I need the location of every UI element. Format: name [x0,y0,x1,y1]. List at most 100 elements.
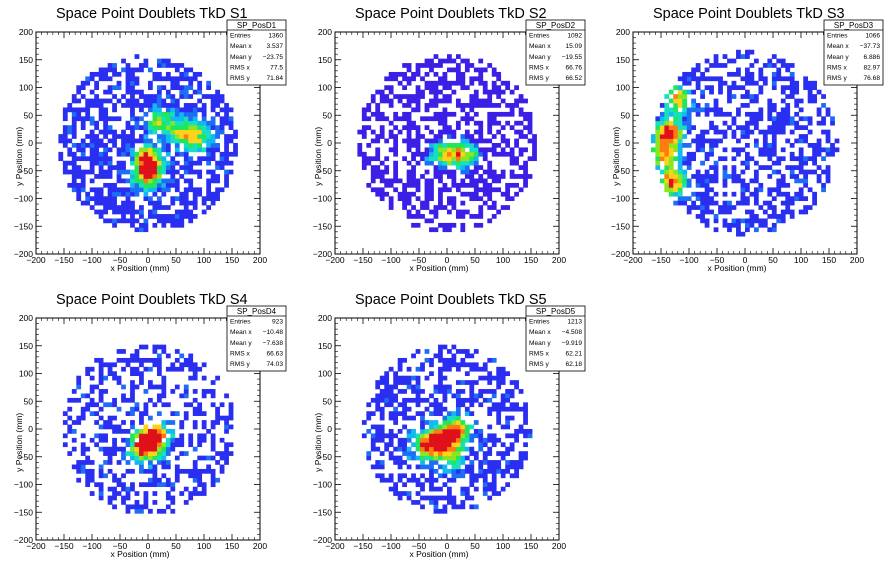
heatmap-bin [478,209,484,215]
heatmap-bin [210,178,216,184]
heatmap-bin [771,76,777,82]
heatmap-bin [700,209,705,215]
heatmap-bin [183,362,189,368]
heatmap-bin [794,178,800,184]
heatmap-bin [505,468,511,474]
heatmap-bin [192,468,198,474]
heatmap-bin [491,402,497,408]
heatmap-bin [700,174,705,179]
heatmap-bin [695,147,701,153]
heatmap-bin [803,174,809,179]
heatmap-bin [411,94,416,99]
heatmap-bin [695,63,701,68]
stats-label: Mean y [827,54,849,61]
heatmap-bin [165,120,171,126]
heatmap-bin [420,437,425,443]
heatmap-bin [798,134,804,139]
heatmap-bin [523,415,528,421]
heatmap-bin [379,191,385,197]
heatmap-bin [197,477,203,483]
heatmap-bin [451,143,457,148]
heatmap-bin [442,442,448,448]
heatmap-bin [80,143,86,148]
heatmap-bin [370,169,376,175]
heatmap-bin [487,89,493,95]
heatmap-bin [451,446,457,452]
heatmap-bin [384,397,390,403]
heatmap-bin [125,178,131,184]
heatmap-bin [691,89,697,95]
heatmap-bin [464,349,470,354]
heatmap-bin [375,464,381,470]
heatmap-bin [415,209,421,215]
heatmap-bin [206,129,212,135]
heatmap-bin [722,63,728,68]
heatmap-bin [94,156,100,162]
heatmap-bin [523,160,528,166]
stats-label: Mean y [529,54,551,61]
heatmap-bin [447,111,452,117]
heatmap-bin [183,393,189,399]
heatmap-bin [659,169,665,175]
heatmap-bin [210,156,216,162]
heatmap-bin [736,138,741,144]
heatmap-bin [455,98,461,104]
heatmap-bin [183,196,189,202]
heatmap-bin [442,424,448,430]
y-tick-label: −100 [313,194,332,204]
heatmap-bin [527,156,533,162]
heatmap-bins [361,344,533,514]
heatmap-bin [749,111,755,117]
heatmap-bin [473,178,479,184]
heatmap-bin [188,125,194,130]
heatmap-bin [397,460,403,465]
heatmap-bin [727,71,732,77]
stats-value: −9.919 [562,340,583,347]
heatmap-bin [767,107,773,113]
heatmap-bin [206,120,212,126]
heatmap-bin [148,366,153,372]
heatmap-bin [393,411,399,416]
heatmap-bin [460,446,466,452]
heatmap-bin [500,451,506,456]
heatmap-bin [438,187,443,193]
heatmap-bin [397,98,403,104]
heatmap-bin [704,107,710,113]
heatmap-bin [134,138,140,144]
heatmap-bin [219,156,225,162]
heatmap-bin [219,125,225,130]
heatmap-bin [152,491,158,496]
heatmap-bin [429,178,434,184]
heatmap-bin [80,393,86,399]
heatmap-bin [402,375,407,381]
heatmap-bin [215,375,220,381]
heatmap-bin [740,196,746,202]
heatmap-bin [745,134,750,139]
heatmap-bin [464,397,470,403]
stats-value: −19.55 [562,54,583,61]
heatmap-bin [393,415,399,421]
heatmap-bin [491,468,497,474]
heatmap-bin [224,120,229,126]
heatmap-bin [785,103,791,108]
heatmap-bin [794,156,800,162]
heatmap-bin [206,134,212,139]
heatmap-bin [393,169,399,175]
y-tick-label: −50 [318,452,333,462]
heatmap-bin [655,165,661,170]
heatmap-bin [491,464,497,470]
heatmap-bin [179,111,185,117]
heatmap-bin [438,89,443,95]
heatmap-bin [80,200,86,206]
heatmap-bin [393,482,399,488]
heatmap-bin [677,103,683,108]
heatmap-bin [85,473,91,479]
heatmap-bin [121,200,126,206]
heatmap-bin [366,429,372,434]
x-tick-label: −100 [82,255,101,265]
heatmap-bin [206,85,212,91]
heatmap-bin [219,468,225,474]
heatmap-bin [482,147,488,153]
heatmap-bin [174,222,180,228]
heatmap-bin [183,129,189,135]
